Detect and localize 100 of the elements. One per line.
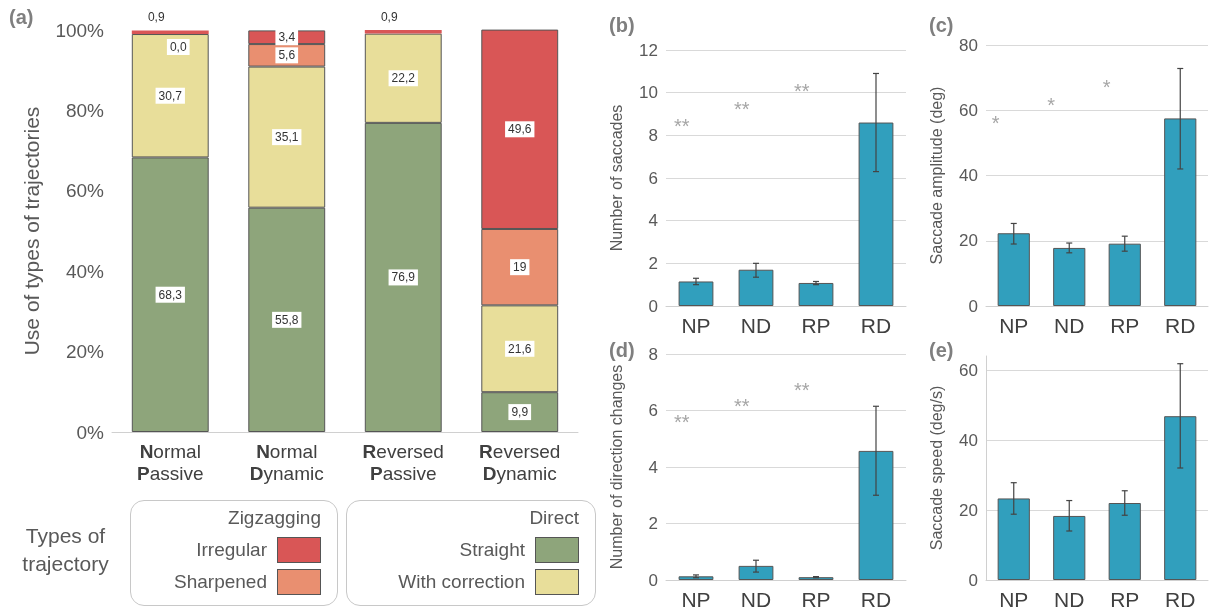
bar: [997, 498, 1030, 580]
y-tick-label: 0: [968, 570, 978, 590]
bar: [738, 269, 774, 306]
y-tick-label: 2: [648, 514, 658, 533]
data-label: 5,6: [278, 48, 296, 63]
y-tick-label: 40: [959, 430, 978, 450]
y-tick-label: 60: [959, 360, 978, 380]
data-label: 21,6: [508, 341, 532, 356]
y-tick-label: 0%: [76, 421, 105, 443]
data-label: 0,0: [169, 40, 187, 55]
y-tick-label: 12: [639, 40, 658, 60]
x-tick-label: NP: [999, 587, 1029, 610]
bar: [858, 122, 894, 306]
chart-title: (d): [609, 339, 635, 361]
x-tick-label: RP: [1110, 587, 1140, 610]
chart-title: (c): [929, 14, 954, 36]
data-label: 0,9: [380, 10, 398, 24]
bar: [1164, 118, 1197, 306]
annotation: *: [991, 112, 1000, 135]
x-tick-label: NP: [999, 313, 1029, 337]
data-label: 3,4: [278, 30, 296, 45]
data-label: 9,9: [511, 405, 529, 420]
x-tick-label: RP: [1110, 313, 1140, 337]
annotation: **: [674, 410, 690, 433]
x-tick-label: ND: [1054, 587, 1085, 610]
y-tick-label: 8: [648, 344, 658, 364]
annotation: **: [794, 79, 810, 102]
data-label: 35,1: [275, 130, 299, 145]
y-tick-label: 20: [959, 231, 978, 251]
y-tick-label: 60%: [65, 180, 105, 202]
legend-title: Types of trajectory: [21, 523, 110, 577]
bar: [678, 281, 714, 306]
legend-label: Straight: [459, 539, 525, 561]
chart-title: (e): [929, 339, 954, 361]
x-tick-label: NP: [681, 587, 711, 610]
annotation: **: [674, 115, 690, 138]
x-tick-label: ND: [740, 587, 772, 610]
y-tick-label: 80%: [65, 99, 105, 121]
x-tick-label: RD: [860, 587, 892, 610]
data-label: 0,9: [147, 10, 165, 25]
x-tick-label: RP: [801, 313, 831, 337]
x-tick-label: RD: [1165, 313, 1196, 337]
data-label: 22,2: [391, 71, 416, 86]
y-tick-label: 20%: [65, 341, 105, 363]
data-label: 19: [513, 260, 527, 275]
x-tick-label: Normal Dynamic: [249, 440, 324, 484]
annotation: **: [794, 378, 810, 401]
bar: [1108, 243, 1141, 306]
x-tick-label: Reversed Passive: [362, 440, 444, 484]
y-tick-label: 0: [968, 296, 978, 316]
y-tick-label: 4: [648, 211, 658, 231]
bar: [131, 30, 209, 35]
x-tick-label: ND: [740, 313, 772, 337]
y-tick-label: 0: [648, 570, 658, 590]
annotation: **: [734, 394, 750, 417]
y-axis-title: Number of direction changes: [607, 364, 625, 570]
y-tick-label: 6: [648, 401, 658, 420]
bar: [798, 282, 834, 306]
data-label: 30,7: [158, 88, 183, 103]
x-tick-label: RD: [1165, 587, 1196, 610]
x-tick-label: NP: [681, 313, 711, 337]
y-tick-label: 8: [648, 125, 658, 145]
bar: [1053, 247, 1086, 306]
chart-title: (a): [9, 6, 34, 28]
data-label: 55,8: [275, 312, 299, 327]
y-tick-label: 100%: [55, 19, 105, 41]
y-tick-label: 0: [648, 296, 658, 316]
y-axis-title: Saccade amplitude (deg): [927, 86, 945, 265]
legend-label: With correction: [398, 571, 525, 593]
y-axis-title: Saccade speed (deg/s): [927, 385, 945, 551]
y-tick-label: 60: [959, 100, 978, 120]
legend-label: Irregular: [196, 539, 267, 561]
y-tick-label: 40%: [65, 260, 105, 282]
bar: [364, 30, 442, 34]
data-label: 68,3: [158, 287, 183, 302]
text: Zigzagging: [228, 507, 321, 529]
y-tick-label: 40: [959, 166, 978, 185]
y-tick-label: 10: [639, 83, 658, 103]
y-axis-title: Number of saccades: [607, 104, 625, 252]
y-tick-label: 2: [648, 253, 658, 273]
bar: [1053, 515, 1086, 580]
bar: [858, 450, 894, 580]
y-tick-label: 4: [648, 457, 658, 477]
chart-title: (b): [609, 14, 635, 36]
annotation: *: [1047, 93, 1056, 116]
y-tick-label: 6: [648, 168, 658, 188]
x-tick-label: ND: [1054, 313, 1085, 337]
data-label: 76,9: [391, 270, 416, 285]
y-tick-label: 20: [959, 500, 978, 520]
x-tick-label: Normal Passive: [136, 440, 204, 484]
data-label: 49,6: [508, 122, 532, 137]
x-tick-label: RD: [860, 313, 892, 337]
bar: [1164, 416, 1197, 580]
annotation: **: [734, 97, 750, 120]
y-axis-title: Use of types of trajectories: [20, 106, 43, 356]
x-tick-label: RP: [801, 587, 831, 610]
text: Direct: [529, 507, 579, 529]
bar: [678, 576, 714, 580]
annotation: *: [1102, 75, 1111, 98]
bar: [1108, 503, 1141, 580]
